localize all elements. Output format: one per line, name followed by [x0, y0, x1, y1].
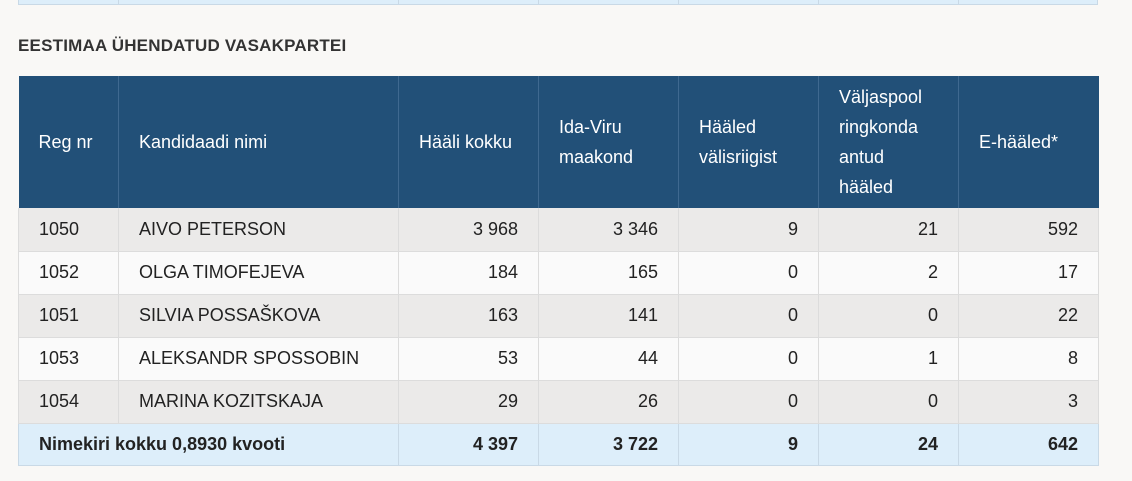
footer-label: Nimekiri kokku 0,8930 kvooti	[18, 422, 399, 466]
previous-table-edge	[18, 0, 1098, 5]
table-row: 1053 ALEKSANDR SPOSSOBIN 53 44 0 1 8	[18, 337, 1099, 381]
header-abroad-votes: Hääled välisriigist	[678, 76, 819, 208]
cell-candidate-name: ALEKSANDR SPOSSOBIN	[118, 337, 399, 381]
header-candidate-name: Kandidaadi nimi	[118, 76, 399, 208]
table-row: 1050 AIVO PETERSON 3 968 3 346 9 21 592	[18, 208, 1099, 252]
cell-outside-district: 2	[818, 251, 959, 295]
table-row: 1052 OLGA TIMOFEJEVA 184 165 0 2 17	[18, 251, 1099, 295]
cell-outside-district: 21	[818, 208, 959, 252]
header-total-votes: Hääli kokku	[398, 76, 539, 208]
cell-e-votes: 17	[958, 251, 1099, 295]
cell-reg-nr: 1054	[18, 380, 119, 424]
cell-ida-viru: 3 346	[538, 208, 679, 252]
cell-ida-viru: 141	[538, 294, 679, 338]
cell-total-votes: 53	[398, 337, 539, 381]
cell-abroad-votes: 0	[678, 380, 819, 424]
cell-candidate-name: AIVO PETERSON	[118, 208, 399, 252]
table-header-row: Reg nr Kandidaadi nimi Hääli kokku Ida-V…	[18, 76, 1099, 208]
header-outside-district: Väljaspool ringkonda antud hääled	[818, 76, 959, 208]
cell-reg-nr: 1052	[18, 251, 119, 295]
party-title: EESTIMAA ÜHENDATUD VASAKPARTEI	[18, 36, 347, 55]
cell-outside-district: 0	[818, 380, 959, 424]
cell-e-votes: 8	[958, 337, 1099, 381]
results-table: Reg nr Kandidaadi nimi Hääli kokku Ida-V…	[18, 76, 1099, 466]
cell-total-votes: 163	[398, 294, 539, 338]
table-footer-row: Nimekiri kokku 0,8930 kvooti 4 397 3 722…	[18, 422, 1099, 466]
cell-outside-district: 1	[818, 337, 959, 381]
header-ida-viru: Ida-Viru maakond	[538, 76, 679, 208]
header-reg-nr: Reg nr	[18, 76, 119, 208]
table-row: 1054 MARINA KOZITSKAJA 29 26 0 0 3	[18, 380, 1099, 424]
cell-candidate-name: MARINA KOZITSKAJA	[118, 380, 399, 424]
cell-reg-nr: 1053	[18, 337, 119, 381]
cell-ida-viru: 44	[538, 337, 679, 381]
cell-e-votes: 592	[958, 208, 1099, 252]
header-e-votes: E-hääled*	[958, 76, 1099, 208]
cell-outside-district: 0	[818, 294, 959, 338]
footer-abroad-votes: 9	[678, 422, 819, 466]
cell-total-votes: 3 968	[398, 208, 539, 252]
cell-abroad-votes: 0	[678, 337, 819, 381]
cell-candidate-name: SILVIA POSSAŠKOVA	[118, 294, 399, 338]
cell-abroad-votes: 0	[678, 294, 819, 338]
cell-total-votes: 184	[398, 251, 539, 295]
cell-candidate-name: OLGA TIMOFEJEVA	[118, 251, 399, 295]
cell-abroad-votes: 0	[678, 251, 819, 295]
cell-total-votes: 29	[398, 380, 539, 424]
table-row: 1051 SILVIA POSSAŠKOVA 163 141 0 0 22	[18, 294, 1099, 338]
cell-ida-viru: 26	[538, 380, 679, 424]
cell-abroad-votes: 9	[678, 208, 819, 252]
cell-e-votes: 3	[958, 380, 1099, 424]
cell-ida-viru: 165	[538, 251, 679, 295]
cell-e-votes: 22	[958, 294, 1099, 338]
footer-e-votes: 642	[958, 422, 1099, 466]
footer-total-votes: 4 397	[398, 422, 539, 466]
cell-reg-nr: 1051	[18, 294, 119, 338]
footer-outside-district: 24	[818, 422, 959, 466]
footer-ida-viru: 3 722	[538, 422, 679, 466]
cell-reg-nr: 1050	[18, 208, 119, 252]
